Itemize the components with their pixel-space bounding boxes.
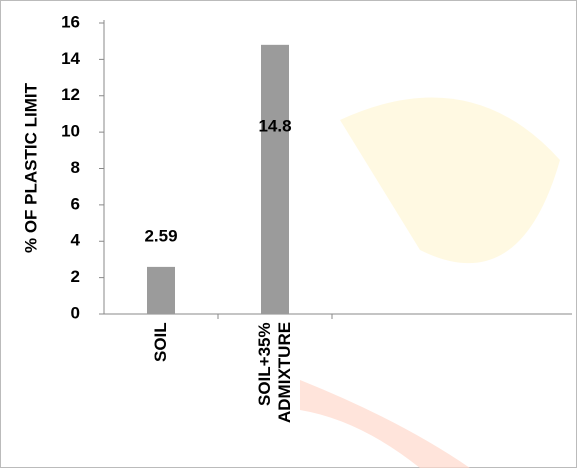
bar (147, 266, 175, 314)
data-label: 14.8 (258, 116, 291, 135)
y-tick-label: 12 (61, 85, 80, 104)
y-tick-label: 4 (71, 231, 81, 250)
y-tick-label: 2 (71, 267, 80, 286)
x-tick-label: SOIL+35% ADMIXTURE (255, 322, 294, 424)
y-tick-label: 10 (61, 122, 80, 141)
x-tick-label: SOIL (151, 322, 170, 362)
y-tick-label: 6 (71, 194, 80, 213)
y-tick-label: 0 (71, 303, 80, 322)
bar (261, 44, 289, 314)
data-label: 2.59 (144, 226, 177, 245)
watermark (340, 97, 560, 264)
y-tick-label: 8 (71, 158, 80, 177)
watermark (300, 380, 470, 468)
y-tick-label: 16 (61, 12, 80, 31)
y-tick-label: 14 (61, 49, 80, 68)
y-axis-label: % OF PLASTIC LIMIT (21, 82, 40, 253)
